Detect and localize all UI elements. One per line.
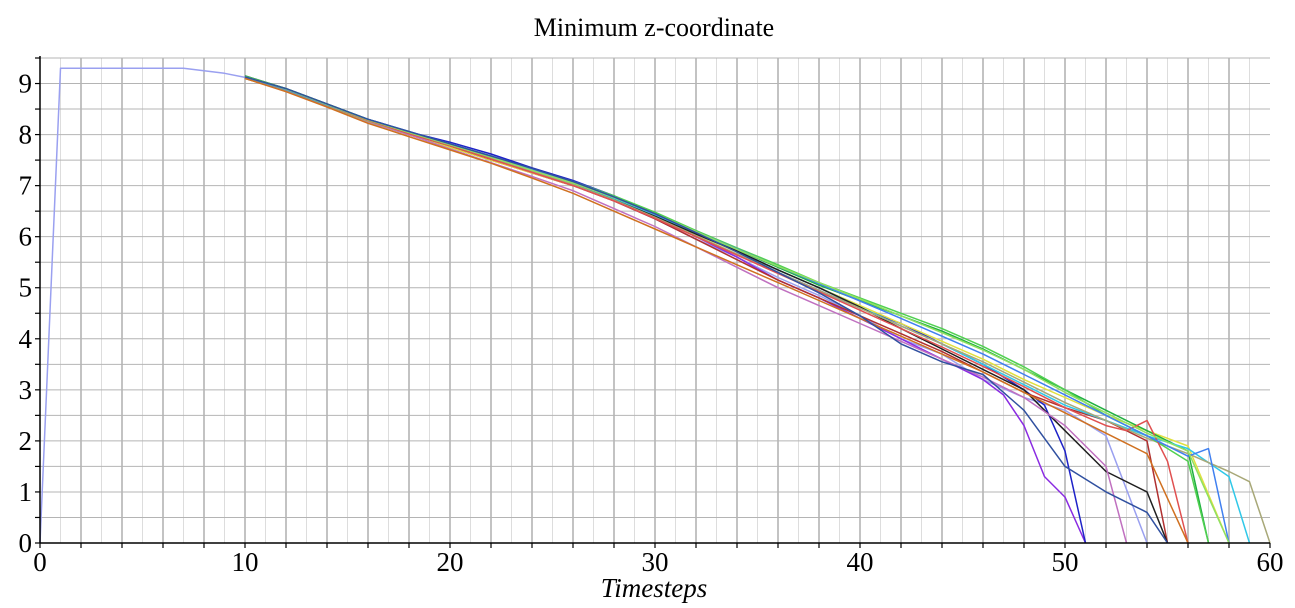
series-line-8: [244, 76, 1169, 544]
series-line-12: [244, 76, 1189, 544]
y-tick-label: 4: [19, 324, 33, 354]
series-line-7: [244, 76, 1251, 544]
series-lines: [39, 67, 1271, 544]
series-line-6: [244, 75, 1210, 544]
x-tick-label: 10: [232, 547, 259, 577]
tick-labels: 0 10 20 30 40 50 60 0 1 2 3 4 5 6 7 8 9: [19, 69, 1284, 577]
axes: [35, 56, 1271, 548]
y-tick-label: 6: [19, 222, 33, 252]
x-tick-label: 30: [642, 547, 669, 577]
x-tick-label: 20: [437, 547, 464, 577]
y-tick-label: 2: [19, 426, 33, 456]
series-line-11: [244, 75, 1210, 544]
x-tick-label: 40: [847, 547, 874, 577]
y-tick-label: 9: [19, 69, 33, 99]
x-tick-label: 60: [1257, 547, 1284, 577]
series-line-14: [244, 76, 1230, 544]
x-axis-label: Timesteps: [601, 573, 708, 603]
series-line-16: [244, 76, 1169, 544]
y-tick-label: 3: [19, 375, 33, 405]
grid: [40, 57, 1270, 543]
chart-title: Minimum z-coordinate: [534, 13, 774, 42]
y-tick-label: 1: [19, 477, 33, 507]
y-tick-label: 7: [19, 171, 33, 201]
y-tick-label: 5: [19, 273, 33, 303]
x-tick-label: 50: [1052, 547, 1079, 577]
y-tick-label: 0: [19, 528, 33, 558]
series-line-2: [244, 75, 1087, 544]
series-line-4: [244, 77, 1169, 544]
y-tick-label: 8: [19, 120, 33, 150]
x-tick-label: 0: [33, 547, 47, 577]
series-line-9: [244, 77, 1128, 544]
series-line-15: [244, 77, 1189, 544]
series-line-3: [244, 76, 1087, 544]
